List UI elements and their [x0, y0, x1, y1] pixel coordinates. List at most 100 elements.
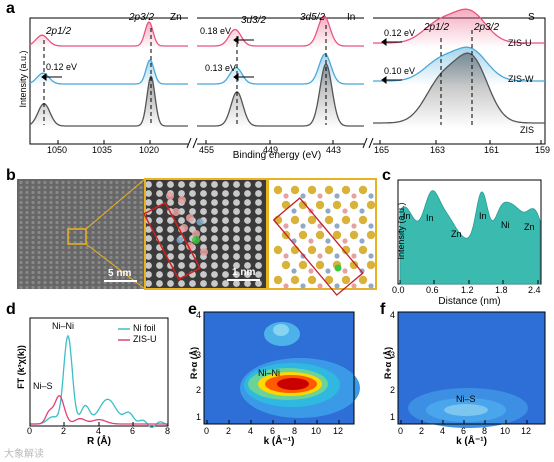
- d-tick-0: 0: [27, 426, 33, 436]
- series-zis-w-line: [197, 53, 364, 85]
- atom-metal: [359, 208, 365, 214]
- atom-s: [349, 260, 359, 270]
- d-xlabel: R (Å): [87, 436, 111, 447]
- series-zis-u-line: [197, 15, 364, 47]
- panel-f-wt: [397, 311, 546, 428]
- panel-label-a: a: [6, 0, 15, 17]
- atom-s: [324, 185, 334, 195]
- f-ytick-2: 3: [390, 350, 396, 360]
- d-tick-4: 8: [165, 426, 171, 436]
- series-zis-fill: [373, 53, 545, 129]
- a-el-zn: Zn: [170, 12, 182, 23]
- atom-ni: [334, 264, 342, 272]
- c-peak-1: In: [426, 213, 434, 223]
- atom-metal: [342, 238, 348, 244]
- series-zis-w-line: [29, 59, 188, 85]
- c-peak-5: Zn: [524, 222, 535, 232]
- d-ann-nis: Ni–S: [33, 381, 53, 391]
- e-xtick-0: 0: [204, 426, 210, 436]
- f-xtick-6: 12: [521, 426, 532, 436]
- atom-s: [290, 215, 300, 225]
- a-tick-s-3: 159: [535, 145, 551, 155]
- atom-s: [332, 230, 342, 240]
- atom-metal: [334, 223, 340, 229]
- atom-metal: [368, 193, 374, 199]
- atom-metal: [283, 223, 289, 229]
- atom-metal: [325, 268, 331, 274]
- e-ytick-2: 3: [196, 350, 202, 360]
- atom-s: [273, 245, 283, 255]
- atom-s: [358, 215, 368, 225]
- atom-s: [298, 260, 308, 270]
- a-tick-s-0: 165: [374, 145, 390, 155]
- d-tick-3: 6: [130, 426, 136, 436]
- series-zis-u-fill: [373, 9, 545, 48]
- watermark: 大象解读: [4, 449, 44, 460]
- atom-metal: [368, 223, 374, 229]
- e-xtick-2: 4: [248, 426, 254, 436]
- b-scale-1: 5 nm: [108, 268, 132, 279]
- c-peak-2: Zn: [451, 229, 462, 239]
- e-ytick-0: 1: [196, 412, 202, 422]
- a-tick-zn-0: 1050: [47, 145, 68, 155]
- atom-metal: [291, 208, 297, 214]
- atom-s: [273, 275, 283, 285]
- atom-s: [315, 200, 325, 210]
- b-scale-2: 1 nm: [232, 267, 256, 278]
- atom-s: [341, 185, 351, 195]
- panel-label-d: d: [6, 301, 16, 318]
- series-zis-w-fill: [30, 60, 188, 86]
- atom-metal: [342, 268, 348, 274]
- atom-s: [358, 185, 368, 195]
- d-tick-2: 4: [96, 426, 102, 436]
- a-in-p2: 3d5/2: [300, 12, 326, 23]
- atom-s: [315, 260, 325, 270]
- atom-metal: [283, 253, 289, 259]
- atom-s: [307, 245, 317, 255]
- f-ytick-0: 1: [390, 412, 396, 422]
- a-tick-zn-1: 1035: [92, 145, 113, 155]
- atom-s: [366, 200, 376, 210]
- f-annotation: Ni–S: [456, 394, 476, 404]
- a-el-s: S: [528, 12, 535, 23]
- e-xtick-6: 12: [333, 426, 344, 436]
- atom-metal: [300, 223, 306, 229]
- a-shift-in-mid: 0.13 eV: [205, 63, 237, 73]
- atom-s: [324, 245, 334, 255]
- a-shift-s-top: 0.12 eV: [384, 28, 416, 38]
- e-xtick-4: 8: [292, 426, 298, 436]
- atom-metal: [351, 193, 357, 199]
- series-zis-u-fill: [30, 22, 188, 48]
- atom-metal: [334, 283, 340, 289]
- panel-b-stem: [17, 178, 377, 296]
- series-zis-line: [29, 75, 188, 127]
- atom-s: [366, 260, 376, 270]
- a-in-p1: 3d3/2: [241, 15, 267, 26]
- atom-s: [332, 200, 342, 210]
- atom-s: [349, 230, 359, 240]
- a-tick-in-2: 443: [326, 145, 342, 155]
- atom-metal: [342, 208, 348, 214]
- c-xlabel: Distance (nm): [438, 296, 501, 307]
- atom-s: [341, 245, 351, 255]
- a-ylabel: Intensity (a.u.): [18, 50, 28, 108]
- series-zis-fill: [197, 64, 364, 128]
- atom-metal: [334, 253, 340, 259]
- c-peak-4: Ni: [501, 220, 510, 230]
- atom-metal: [300, 193, 306, 199]
- a-series-3: ZIS: [520, 125, 535, 135]
- c-peak-0: In: [403, 211, 411, 221]
- e-annotation: Ni–Ni: [258, 368, 281, 378]
- zoom-box: [67, 228, 87, 245]
- panel-a-xps: [29, 8, 546, 149]
- atom-metal: [368, 283, 374, 289]
- atom-s: [307, 185, 317, 195]
- atom-metal: [308, 268, 314, 274]
- atom-metal: [317, 283, 323, 289]
- panel-e-wt: [203, 311, 360, 425]
- f-xlabel: k (Å⁻¹): [456, 436, 487, 447]
- c-tick-4: 2.4: [528, 285, 541, 295]
- c-tick-0: 0.0: [392, 285, 405, 295]
- f-xtick-2: 4: [440, 426, 446, 436]
- f-xtick-3: 6: [461, 426, 467, 436]
